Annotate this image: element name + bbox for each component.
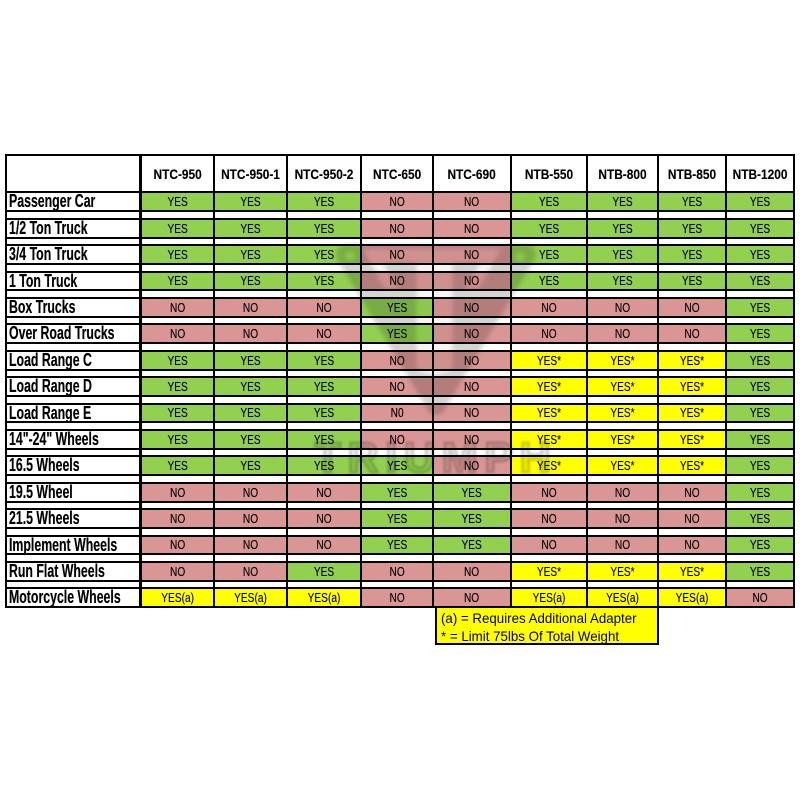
svg-text:TRIUMPH: TRIUMPH — [315, 434, 558, 482]
